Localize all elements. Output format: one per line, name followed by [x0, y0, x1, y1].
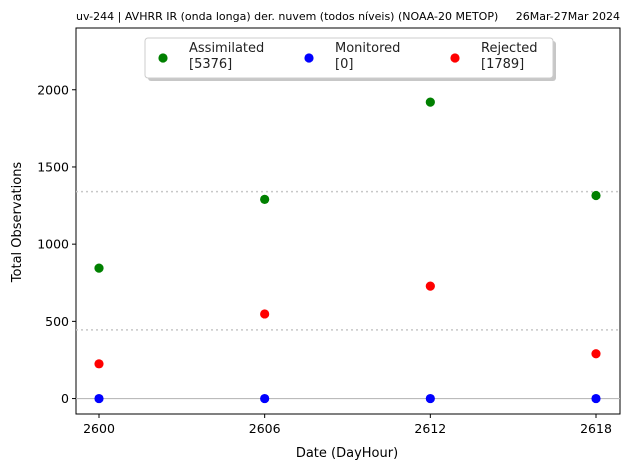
point-assimilated [425, 97, 435, 107]
point-rejected [94, 359, 104, 369]
point-assimilated [94, 263, 104, 273]
point-rejected [425, 281, 435, 291]
chart-title: uv-244 | AVHRR IR (onda longa) der. nuve… [76, 10, 498, 23]
point-assimilated [260, 194, 270, 204]
legend-marker-monitored [304, 53, 314, 63]
legend-label-assimilated: Assimilated [189, 41, 264, 56]
legend: Assimilated[5376] Monitored[0] Rejected[17… [144, 37, 556, 81]
legend-marker-rejected [450, 53, 460, 63]
plot-area: 0 500 1000 1500 2000 2600 2606 2612 2618 [37, 27, 621, 436]
point-monitored [425, 393, 435, 404]
x-tick-label: 2606 [249, 421, 281, 436]
point-monitored [94, 393, 104, 404]
point-assimilated [591, 190, 601, 201]
x-tick-label: 2600 [83, 421, 115, 436]
plot-frame [75, 27, 621, 415]
y-tick-label: 500 [45, 314, 69, 329]
point-rejected [260, 309, 270, 319]
y-tick-label: 0 [61, 391, 69, 406]
chart-date-range: 26Mar-27Mar 2024 [516, 10, 620, 23]
x-axis-label: Date (DayHour) [296, 446, 398, 461]
legend-count-monitored: [0] [335, 57, 353, 72]
point-rejected [591, 349, 601, 359]
legend-marker-assimilated [158, 53, 168, 63]
point-monitored [591, 393, 601, 404]
y-tick-label: 1000 [37, 237, 69, 252]
point-monitored [260, 393, 270, 404]
y-axis-label: Total Observations [10, 162, 25, 284]
legend-count-assimilated: [5376] [189, 57, 232, 72]
legend-label-rejected: Rejected [481, 41, 538, 56]
legend-count-rejected: [1789] [481, 57, 524, 72]
x-tick-label: 2618 [580, 421, 612, 436]
y-tick-label: 2000 [37, 82, 69, 97]
legend-label-monitored: Monitored [335, 41, 400, 56]
x-tick-label: 2612 [414, 421, 446, 436]
legend-box [144, 37, 554, 79]
y-tick-label: 1500 [37, 159, 69, 174]
